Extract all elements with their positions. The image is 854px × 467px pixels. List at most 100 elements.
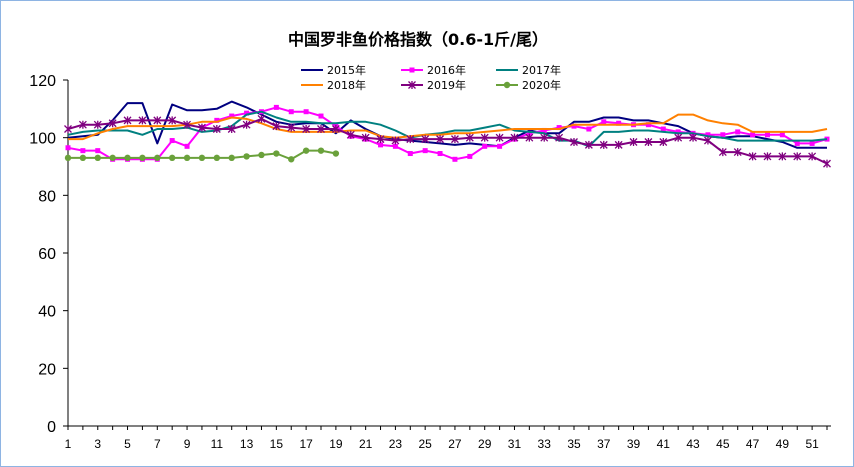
legend-label: 2017年 [522,63,561,77]
y-tick-label: 40 [38,304,56,321]
data-point [497,143,503,149]
data-point [793,152,802,161]
data-point [392,143,398,149]
data-point [94,154,101,162]
data-point [823,159,831,168]
data-point [450,135,459,144]
data-point [78,120,87,129]
legend-marker [408,81,416,89]
data-point [452,156,458,162]
data-point [495,133,504,142]
data-point [675,129,681,135]
x-tick-label: 43 [686,437,700,451]
data-point [168,116,177,125]
data-point [644,137,653,146]
data-point [616,120,622,126]
data-point [80,148,86,154]
data-point [108,119,117,128]
series-line [68,113,828,141]
legend-label: 2016年 [427,63,466,77]
data-point [154,154,161,162]
data-point [303,109,309,115]
data-point [288,109,294,115]
data-point [361,133,370,142]
data-point [601,119,607,125]
data-point [346,130,355,139]
data-point [168,154,176,162]
series-layer [64,100,831,168]
data-point [794,140,800,146]
y-tick-label: 120 [29,73,56,90]
data-point [229,113,235,119]
data-point [197,123,206,132]
data-point [124,154,131,162]
data-point [332,150,340,157]
legend-marker [503,81,511,89]
data-point [153,116,162,125]
y-tick-label: 60 [38,246,56,263]
legend-item: 2019年 [401,78,466,92]
data-point [720,132,726,138]
data-point [273,104,279,110]
data-point [629,137,638,146]
data-point [228,154,235,162]
legend-marker [409,67,415,73]
data-point [258,151,265,159]
data-point [689,133,698,142]
data-point [778,152,787,161]
data-point [406,135,415,144]
x-tick-label: 23 [389,437,403,451]
y-tick-label: 0 [47,419,56,436]
data-point [317,125,325,134]
data-point [480,133,489,142]
data-point [331,125,340,134]
x-tick-label: 11 [211,437,224,451]
legend-label: 2015年 [327,63,366,77]
x-tick-label: 49 [776,437,790,451]
data-point [64,125,72,134]
data-point [779,132,785,138]
x-tick-label: 3 [94,437,101,451]
data-point [302,147,310,154]
legend-label: 2018年 [327,78,366,92]
x-tick-label: 35 [567,437,581,451]
data-point [436,135,445,144]
chart-title: 中国罗非鱼价格指数（0.6-1斤/尾） [288,30,548,49]
data-point [748,152,757,161]
legend-item: 2017年 [496,63,561,77]
data-point [79,154,87,162]
x-tick-label: 5 [124,437,131,451]
data-point [703,136,712,145]
data-point [586,126,592,132]
data-point [391,136,400,145]
data-point [93,120,102,129]
data-point [376,135,385,144]
data-point [213,154,221,162]
data-point [541,127,547,133]
series-4 [68,113,828,141]
data-point [123,116,132,125]
x-tick-label: 45 [716,437,730,451]
data-point [242,120,251,129]
x-tick-label: 17 [299,437,313,451]
x-tick-label: 25 [418,437,432,451]
data-point [660,126,666,132]
x-tick-label: 37 [597,437,611,451]
data-point [288,156,295,163]
x-tick-label: 1 [65,437,72,451]
x-tick-label: 9 [184,437,191,451]
data-point [705,132,711,138]
series-line [67,117,828,165]
x-tick-label: 41 [657,437,671,451]
data-point [525,133,534,142]
series-line [67,110,828,148]
data-point [198,154,206,162]
data-point [169,138,175,144]
data-point [750,132,756,138]
data-point [257,114,266,123]
data-point [95,148,101,154]
data-point [273,150,280,157]
data-point [467,153,473,159]
